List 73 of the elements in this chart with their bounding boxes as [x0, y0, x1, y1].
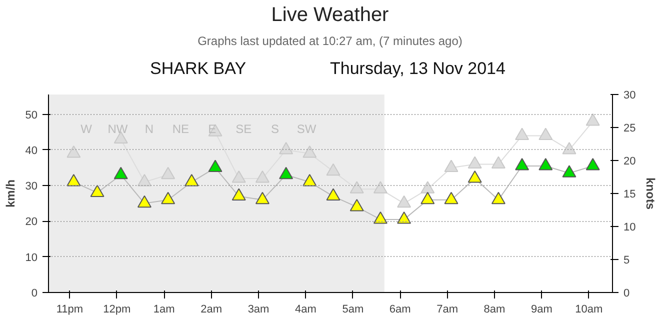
x-tick-label: 4am [295, 304, 316, 316]
chart-title: Live Weather [271, 3, 389, 28]
point [137, 174, 152, 186]
point [491, 156, 506, 168]
y2-tick-label: 25 [624, 122, 636, 134]
x-tick-label: 5am [342, 304, 364, 316]
point [161, 192, 176, 204]
point [397, 195, 412, 208]
point [114, 166, 128, 180]
point [444, 192, 458, 204]
point [562, 165, 576, 178]
x-tick-label: 2am [200, 304, 222, 316]
y2-tick-label: 30 [624, 90, 636, 102]
point [326, 163, 340, 176]
y2-tick-label: 20 [624, 156, 636, 168]
y-tick-label: 10 [25, 252, 38, 264]
point [538, 158, 553, 170]
point [302, 174, 317, 186]
point [302, 146, 317, 158]
x-tick-label: 10am [575, 304, 603, 316]
y2-tick-label: 10 [624, 222, 636, 234]
x-tick-label: 6am [389, 304, 411, 316]
y2-tick-label: 15 [624, 188, 636, 200]
point [515, 128, 530, 140]
point [538, 128, 553, 140]
point [468, 170, 482, 183]
point [184, 174, 199, 186]
y2-tick-label: 5 [624, 254, 630, 266]
y2-axis-title: knots [644, 178, 658, 210]
point [397, 211, 412, 224]
point [373, 181, 388, 194]
chart-subtitle: Graphs last updated at 10:27 am, (7 minutes ago) [198, 33, 462, 50]
point [350, 198, 364, 212]
point [255, 192, 270, 204]
point [420, 192, 435, 204]
point [515, 158, 530, 170]
point [90, 184, 104, 197]
point [586, 113, 600, 126]
point [468, 156, 482, 168]
x-tick-label: 8am [484, 304, 506, 316]
point [66, 174, 81, 186]
y-tick-label: 0 [31, 288, 38, 300]
point [232, 170, 246, 183]
y-tick-label: 40 [25, 144, 38, 157]
point [232, 188, 246, 201]
point [66, 146, 81, 158]
point [350, 181, 364, 194]
point [326, 188, 340, 201]
x-tick-label: 3am [248, 304, 270, 316]
x-tick-label: 7am [436, 304, 458, 316]
point [420, 181, 435, 194]
text: Thursday, 13 Nov 2014 [330, 58, 506, 80]
point [208, 160, 222, 172]
point [279, 166, 294, 180]
point [586, 158, 600, 170]
y-tick-label: 20 [25, 216, 38, 228]
point [491, 192, 506, 204]
point [562, 142, 576, 154]
y-axis-title: km/h [3, 179, 18, 208]
y-tick-label: 30 [25, 180, 38, 193]
point [161, 166, 176, 180]
y-tick-label: 50 [25, 109, 38, 122]
point [279, 142, 294, 154]
point [444, 160, 458, 172]
x-tick-label: 11pm [56, 304, 84, 316]
point [255, 170, 270, 183]
y2-tick-label: 0 [624, 288, 630, 300]
x-tick-label: 1am [153, 304, 175, 316]
x-tick-label: 9am [531, 304, 552, 316]
text: SHARK BAY [150, 58, 246, 80]
point [373, 211, 388, 224]
x-tick-label: 12pm [103, 304, 131, 316]
point [137, 195, 152, 208]
